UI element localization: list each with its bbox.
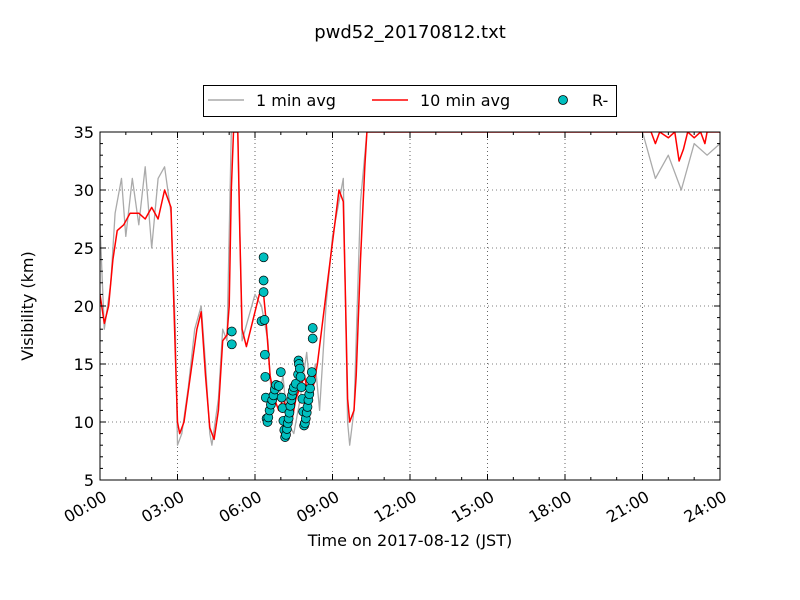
rain-marker-point xyxy=(275,367,286,377)
rain-marker-point xyxy=(226,339,237,350)
rain-marker-point xyxy=(296,382,307,393)
y-tick-label: 15 xyxy=(74,355,94,374)
rain-marker-point xyxy=(307,333,318,344)
y-tick-label: 10 xyxy=(74,413,94,432)
legend: 1 min avg 10 min avg R- xyxy=(203,85,617,117)
rain-markers xyxy=(226,252,318,442)
rain-marker-point xyxy=(276,392,287,403)
chart-title: pwd52_20170812.txt xyxy=(314,22,506,43)
rain-marker-point xyxy=(307,323,318,333)
y-axis-label: Visibility (km) xyxy=(18,251,37,360)
y-tick-label: 20 xyxy=(74,297,94,316)
grid xyxy=(100,132,720,480)
y-tick-label: 30 xyxy=(74,181,94,200)
rain-marker-point xyxy=(306,375,316,386)
y-tick-label: 35 xyxy=(74,123,94,142)
rain-marker-point xyxy=(258,252,269,263)
legend-swatch-rain xyxy=(558,95,568,105)
x-axis-label: Time on 2017-08-12 (JST) xyxy=(307,531,512,550)
rain-marker-point xyxy=(226,326,237,337)
rain-marker-point xyxy=(260,349,270,360)
rain-marker-point xyxy=(305,383,315,394)
y-tick-label: 5 xyxy=(84,471,94,490)
rain-marker-point xyxy=(259,315,270,325)
rain-marker-point xyxy=(294,363,305,374)
legend-box xyxy=(203,85,617,117)
legend-label-1min: 1 min avg xyxy=(256,91,336,110)
legend-label-10min: 10 min avg xyxy=(420,91,510,110)
rain-marker-point xyxy=(260,371,271,382)
rain-marker-point xyxy=(306,367,317,377)
rain-marker-point xyxy=(273,381,284,391)
legend-label-rain: R- xyxy=(592,91,608,110)
rain-marker-point xyxy=(295,371,306,382)
rain-marker-point xyxy=(258,275,269,286)
rain-marker-point xyxy=(258,287,269,297)
y-tick-label: 25 xyxy=(74,239,94,258)
series-line-10min xyxy=(100,132,720,441)
